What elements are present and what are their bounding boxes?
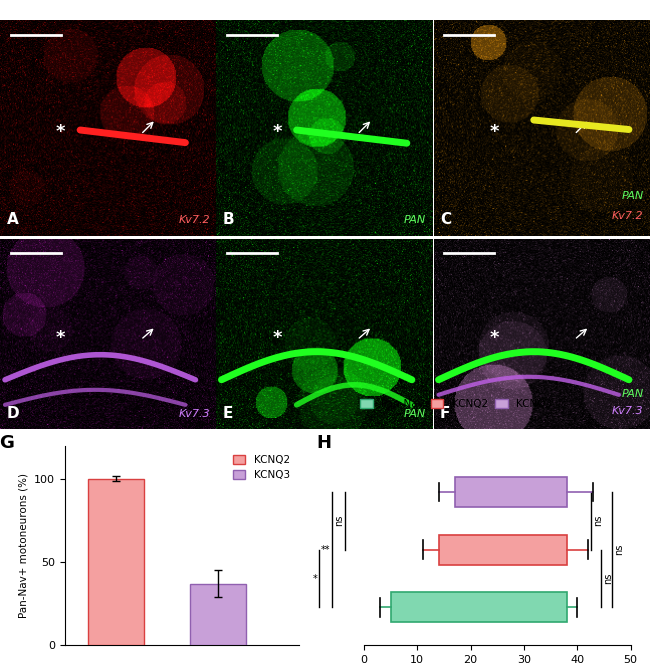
Text: Kv7.3: Kv7.3 bbox=[178, 410, 210, 420]
Text: **: ** bbox=[321, 545, 330, 555]
Bar bbox=[391, 593, 567, 622]
Text: *: * bbox=[489, 329, 499, 347]
Text: G: G bbox=[0, 434, 14, 452]
Text: PAN: PAN bbox=[404, 215, 426, 225]
Text: PAN: PAN bbox=[404, 410, 426, 420]
Text: *: * bbox=[272, 329, 282, 347]
Text: A: A bbox=[6, 212, 18, 227]
Text: H: H bbox=[316, 434, 331, 452]
Text: E: E bbox=[223, 406, 233, 422]
Text: ns: ns bbox=[593, 515, 603, 527]
Text: C: C bbox=[440, 212, 451, 227]
Y-axis label: Pan-Nav+ motoneurons (%): Pan-Nav+ motoneurons (%) bbox=[19, 473, 29, 618]
Text: *: * bbox=[56, 123, 66, 142]
Bar bbox=[88, 479, 144, 645]
Legend: Pan-Nav, KCNQ2, KCNQ3: Pan-Nav, KCNQ2, KCNQ3 bbox=[356, 395, 556, 413]
Text: *: * bbox=[489, 123, 499, 142]
Text: ns: ns bbox=[603, 573, 614, 585]
Text: PAN: PAN bbox=[621, 388, 644, 398]
Legend: KCNQ2, KCNQ3: KCNQ2, KCNQ3 bbox=[229, 451, 294, 484]
Text: ns: ns bbox=[333, 515, 344, 527]
Text: F: F bbox=[440, 406, 450, 422]
Text: Kv7.3: Kv7.3 bbox=[612, 406, 644, 416]
Text: PAN: PAN bbox=[621, 192, 644, 201]
Text: ns: ns bbox=[614, 544, 624, 555]
Text: B: B bbox=[223, 212, 235, 227]
Text: Kv7.2: Kv7.2 bbox=[178, 215, 210, 225]
Bar bbox=[439, 535, 567, 565]
Text: Kv7.2: Kv7.2 bbox=[612, 211, 644, 221]
Text: *: * bbox=[272, 123, 282, 142]
Bar bbox=[454, 477, 567, 507]
Bar bbox=[190, 584, 246, 645]
Text: D: D bbox=[6, 406, 19, 422]
Text: *: * bbox=[56, 329, 66, 347]
Text: *: * bbox=[313, 573, 317, 584]
